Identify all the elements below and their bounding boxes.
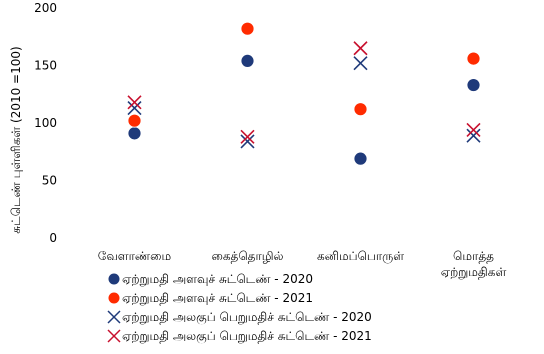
data-point-s2 — [240, 21, 255, 36]
data-point-s2 — [353, 102, 368, 117]
x-category-label: வேளாண்மை — [98, 249, 171, 263]
y-tick-label: 200 — [34, 1, 57, 15]
data-point-s3 — [466, 128, 481, 143]
data-point-s1 — [127, 126, 142, 141]
y-axis-label: சுட்டெண் புள்ளிகள் (2010 =100) — [9, 46, 23, 233]
legend-label: ஏற்றுமதி அளவுச் சுட்டெண் - 2021 — [122, 291, 313, 306]
legend-label: ஏற்றுமதி அலகுப் பெறுமதிச் சுட்டெண் - 202… — [122, 329, 372, 344]
x-category-label: மொத்த — [453, 249, 494, 263]
y-tick-label: 100 — [34, 116, 57, 130]
legend-marker-s2 — [108, 292, 120, 304]
y-axis-ticks: 0 50 100 150 200 — [34, 1, 57, 245]
legend-marker-s3 — [107, 310, 121, 324]
y-tick-label: 50 — [42, 174, 57, 188]
data-point-s1 — [353, 151, 368, 166]
y-tick-label: 150 — [34, 59, 57, 73]
y-tick-label: 0 — [49, 231, 57, 245]
data-point-s4 — [127, 95, 142, 110]
data-point-s2 — [127, 113, 142, 128]
legend-label: ஏற்றுமதி அலகுப் பெறுமதிச் சுட்டெண் - 202… — [122, 310, 372, 325]
data-point-s3 — [240, 134, 255, 149]
legend-marker-s1 — [108, 273, 120, 285]
data-point-s3 — [127, 100, 142, 116]
legend: ஏற்றுமதி அளவுச் சுட்டெண் - 2020 ஏற்றுமதி … — [107, 272, 372, 344]
data-points — [127, 21, 481, 166]
legend-marker-s4 — [107, 329, 121, 343]
data-point-s4 — [240, 129, 255, 144]
data-point-s2 — [466, 51, 481, 66]
data-point-s1 — [466, 78, 481, 92]
data-point-s4 — [466, 122, 481, 137]
x-category-label: கைத்தொழில் — [211, 249, 283, 263]
x-axis-categories: வேளாண்மை கைத்தொழில் கனிமப்பொருள் மொத்த ஏற்று… — [98, 249, 507, 280]
data-point-s3 — [353, 56, 368, 71]
x-category-label: ஏற்றுமதிகள் — [441, 265, 507, 280]
data-point-s1 — [240, 54, 255, 68]
x-category-label: கனிமப்பொருள் — [317, 249, 404, 264]
data-point-s4 — [353, 41, 368, 56]
legend-label: ஏற்றுமதி அளவுச் சுட்டெண் - 2020 — [122, 272, 313, 287]
